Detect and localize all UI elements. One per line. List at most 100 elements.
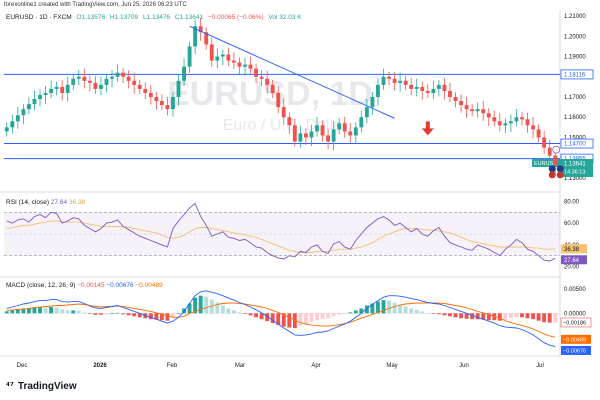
macd-histogram-bar: [514, 313, 519, 318]
candle-body: [481, 109, 486, 114]
close-value: C1.13641: [174, 14, 204, 21]
flag-event-icon: [556, 165, 564, 173]
candle-body: [337, 123, 342, 130]
macd-histogram-bar: [231, 310, 236, 314]
candle-body: [436, 84, 441, 89]
level-price-label: 1.14700: [564, 142, 586, 148]
macd-histogram-bar: [270, 313, 275, 324]
candle-body: [553, 155, 558, 166]
candle-body: [171, 97, 175, 110]
macd-histogram-bar: [71, 310, 76, 314]
candle-body: [215, 56, 220, 61]
candle-body: [121, 72, 126, 77]
macd-histogram-bar: [26, 307, 31, 314]
candle-body: [381, 76, 386, 85]
level-price-label-box: [560, 138, 594, 149]
watermark-symbol: EURUSD, 1D: [167, 75, 373, 113]
candle-body: [425, 90, 430, 93]
macd-histogram-bar: [148, 313, 153, 320]
candle-body: [254, 68, 259, 77]
price-tick-label: 1.21000: [564, 14, 586, 20]
candle-body: [359, 117, 364, 128]
candle-body: [126, 76, 131, 81]
candle-body: [10, 121, 15, 128]
rsi-last-label: 27.64: [564, 258, 580, 264]
candle-body: [331, 129, 336, 142]
flag-event-icon: [556, 171, 564, 179]
macd-signal-legend-value: −0.00489: [135, 282, 163, 289]
macd-legend-title: MACD (close, 12, 26, 9): [6, 282, 76, 289]
macd-histogram-bar: [392, 302, 397, 314]
candle-body: [132, 80, 137, 85]
candle-body: [276, 92, 281, 108]
macd-histogram-bar: [193, 297, 198, 314]
rsi-ma-last-box: [561, 244, 587, 254]
open-value: O1.13576: [76, 14, 106, 21]
macd-histogram-bar: [376, 301, 380, 314]
candle-body: [326, 135, 331, 142]
macd-histogram-bar: [248, 313, 253, 316]
macd-histogram-bar: [220, 305, 225, 314]
macd-histogram-bar: [420, 311, 425, 314]
low-value: L1.13476: [142, 14, 171, 21]
rsi-ma-line: [6, 220, 556, 253]
candle-body: [259, 76, 264, 79]
candle-body: [353, 127, 358, 136]
macd-histogram-bar: [82, 312, 87, 314]
time-tick-label: May: [386, 363, 397, 369]
candle-body: [387, 76, 391, 79]
macd-histogram-bar: [49, 306, 54, 314]
rsi-tick-label: 20.00: [564, 265, 580, 271]
macd-histogram-bar: [475, 313, 480, 320]
candle-body: [409, 84, 414, 89]
macd-histogram-bar: [93, 313, 98, 315]
candle-body: [182, 66, 186, 81]
macd-histogram-bar: [303, 313, 308, 325]
macd-histogram-bar: [331, 313, 336, 317]
macd-histogram-bar: [154, 313, 159, 320]
price-tick-label: 1.16000: [564, 115, 586, 121]
time-tick-label: Apr: [311, 363, 320, 369]
macd-histogram-bar: [276, 313, 281, 326]
price-tick-label: 1.17000: [564, 95, 586, 101]
macd-histogram-bar: [243, 313, 247, 314]
candle-body: [453, 97, 458, 102]
last-price-box: [561, 158, 593, 177]
macd-histogram-bar: [99, 313, 103, 315]
macd-histogram-bar: [226, 308, 231, 314]
macd-histogram-bar: [237, 312, 242, 314]
macd-histogram-bar: [470, 313, 475, 320]
price-legend: EURUSD · 1D · FXCM O1.13576 H1.13709 L1.…: [6, 14, 305, 21]
candle-body: [209, 44, 214, 61]
candle-body: [104, 78, 109, 85]
macd-histogram-bar: [436, 313, 441, 315]
candle-body: [226, 54, 231, 61]
candle-body: [514, 117, 519, 122]
candle-body: [464, 105, 469, 110]
macd-histogram-bar: [65, 310, 70, 314]
macd-last-label: −0.00489: [563, 337, 586, 343]
countdown-label: 14:36:13: [564, 169, 585, 175]
candle-body: [342, 123, 347, 132]
candle-body: [470, 109, 475, 112]
macd-histogram-bar: [254, 313, 259, 318]
macd-last-box: [561, 345, 591, 355]
macd-tick-label: 0.00500: [564, 287, 586, 293]
candle-body: [309, 131, 314, 138]
candle-body: [270, 84, 275, 93]
macd-histogram-bar: [43, 307, 48, 314]
macd-histogram-bar: [21, 308, 26, 314]
candle-body: [187, 46, 192, 67]
macd-histogram-bar: [398, 304, 403, 314]
rsi-line: [6, 202, 556, 262]
candle-body: [38, 94, 42, 100]
down-arrow-icon: [421, 121, 434, 136]
macd-histogram-bar: [315, 313, 319, 321]
macd-histogram-bar: [326, 313, 331, 319]
macd-histogram-bar: [453, 313, 458, 318]
symbol-label: EURUSD · 1D · FXCM: [6, 14, 72, 21]
candle-body: [198, 26, 203, 33]
tradingview-logo-icon: ⁴⁷: [6, 381, 14, 392]
candle-body: [414, 86, 419, 89]
macd-histogram-bar: [4, 311, 9, 314]
